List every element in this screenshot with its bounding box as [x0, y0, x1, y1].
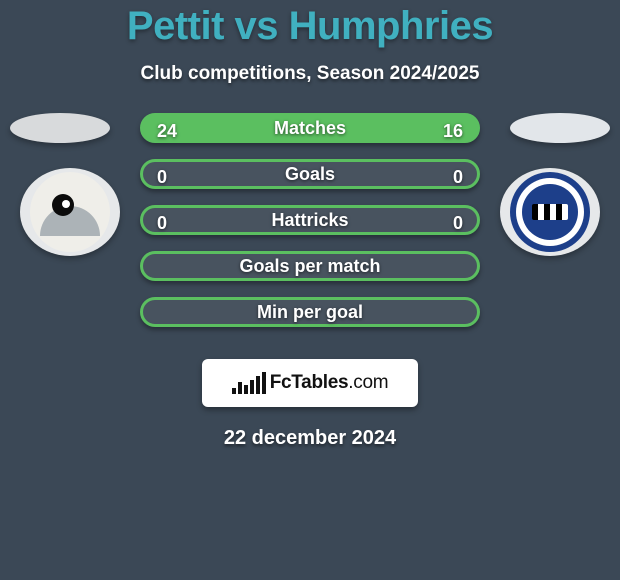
stat-value-left: 24 [143, 116, 191, 146]
brand-name-light: .com [348, 372, 388, 393]
stat-value-right: 0 [439, 162, 477, 192]
season-subtitle: Club competitions, Season 2024/2025 [141, 63, 480, 85]
brand-card: FcTables.com [202, 359, 418, 407]
stat-row: Goals per match [140, 251, 480, 281]
stat-label: Goals per match [239, 256, 380, 277]
page-title: Pettit vs Humphries [127, 4, 493, 49]
stat-row: Matches 24 16 [140, 113, 480, 143]
stat-row: Min per goal [140, 297, 480, 327]
comparison-card: Pettit vs Humphries Club competitions, S… [0, 0, 620, 450]
brand-bar [232, 388, 236, 394]
crest-right-icon [510, 172, 590, 252]
club-badge-left [20, 168, 120, 256]
brand-name: FcTables.com [270, 372, 389, 394]
brand-bar [250, 380, 254, 394]
crest-left-icon [30, 172, 110, 252]
comparison-arena: Matches 24 16 Goals 0 0 Hattricks 0 0 Goals per m… [0, 113, 620, 327]
stat-row: Goals 0 0 [140, 159, 480, 189]
stat-value-left: 0 [143, 208, 181, 238]
player-ellipse-right [510, 113, 610, 143]
stat-label: Matches [274, 118, 346, 139]
brand-bar [238, 382, 242, 394]
stat-bars: Matches 24 16 Goals 0 0 Hattricks 0 0 Goals per m… [140, 113, 480, 327]
brand-bar [244, 385, 248, 394]
stat-value-right: 16 [429, 116, 477, 146]
stat-value-right: 0 [439, 208, 477, 238]
player-ellipse-left [10, 113, 110, 143]
club-badge-right [500, 168, 600, 256]
stat-label: Min per goal [257, 302, 363, 323]
stat-value-left: 0 [143, 162, 181, 192]
stat-label: Hattricks [271, 210, 348, 231]
generated-date: 22 december 2024 [224, 427, 396, 450]
brand-bars-icon [232, 372, 266, 394]
brand-name-strong: FcTables [270, 372, 349, 393]
stat-label: Goals [285, 164, 335, 185]
brand-bar [256, 376, 260, 394]
stat-row: Hattricks 0 0 [140, 205, 480, 235]
brand-bar [262, 372, 266, 394]
